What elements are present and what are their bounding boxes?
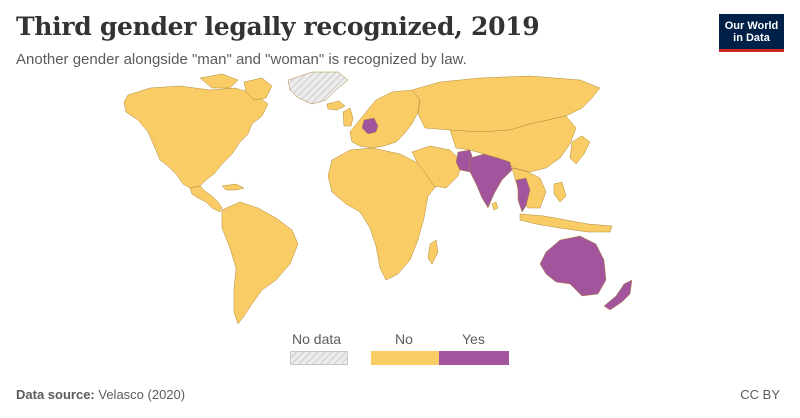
japan[interactable] — [569, 135, 591, 165]
new-zealand[interactable] — [603, 279, 633, 311]
data-source: Data source: Velasco (2020) — [16, 387, 185, 402]
data-source-label: Data source: — [16, 387, 95, 402]
indonesia[interactable] — [519, 213, 613, 233]
greenland[interactable] — [287, 71, 349, 105]
canadian-arctic[interactable] — [199, 73, 239, 89]
africa[interactable] — [327, 147, 439, 281]
central-east-asia[interactable] — [449, 115, 577, 173]
thailand[interactable] — [515, 177, 531, 213]
legend-swatch-no-data[interactable] — [290, 351, 348, 365]
legend-label-yes: Yes — [462, 331, 485, 347]
germany[interactable] — [361, 117, 379, 135]
middle-east[interactable] — [411, 145, 463, 189]
philippines[interactable] — [553, 181, 567, 203]
legend-swatch-no[interactable] — [371, 351, 439, 365]
india[interactable] — [469, 153, 513, 209]
caribbean[interactable] — [221, 183, 245, 191]
central-america[interactable] — [189, 185, 223, 213]
uk-ireland[interactable] — [342, 107, 354, 127]
iceland[interactable] — [326, 100, 346, 111]
legend-label-no-data: No data — [292, 331, 342, 347]
australia[interactable] — [539, 235, 607, 297]
logo-line-2: in Data — [733, 32, 770, 44]
world-map — [123, 71, 633, 325]
baffin-island[interactable] — [243, 77, 273, 101]
south-america[interactable] — [221, 201, 299, 325]
madagascar[interactable] — [427, 239, 439, 265]
chart-subtitle: Another gender alongside "man" and "woma… — [16, 51, 467, 68]
north-america[interactable] — [123, 85, 269, 189]
data-source-link[interactable]: Velasco (2020) — [98, 387, 186, 402]
sri-lanka[interactable] — [491, 201, 499, 211]
chart-title: Third gender legally recognized, 2019 — [16, 12, 540, 41]
legend-label-no: No — [395, 331, 413, 347]
logo-line-1: Our World — [724, 20, 779, 32]
owid-logo[interactable]: Our World in Data — [719, 14, 784, 52]
license-link[interactable]: CC BY — [740, 387, 780, 402]
europe[interactable] — [349, 89, 421, 149]
legend-swatch-yes[interactable] — [439, 351, 509, 365]
